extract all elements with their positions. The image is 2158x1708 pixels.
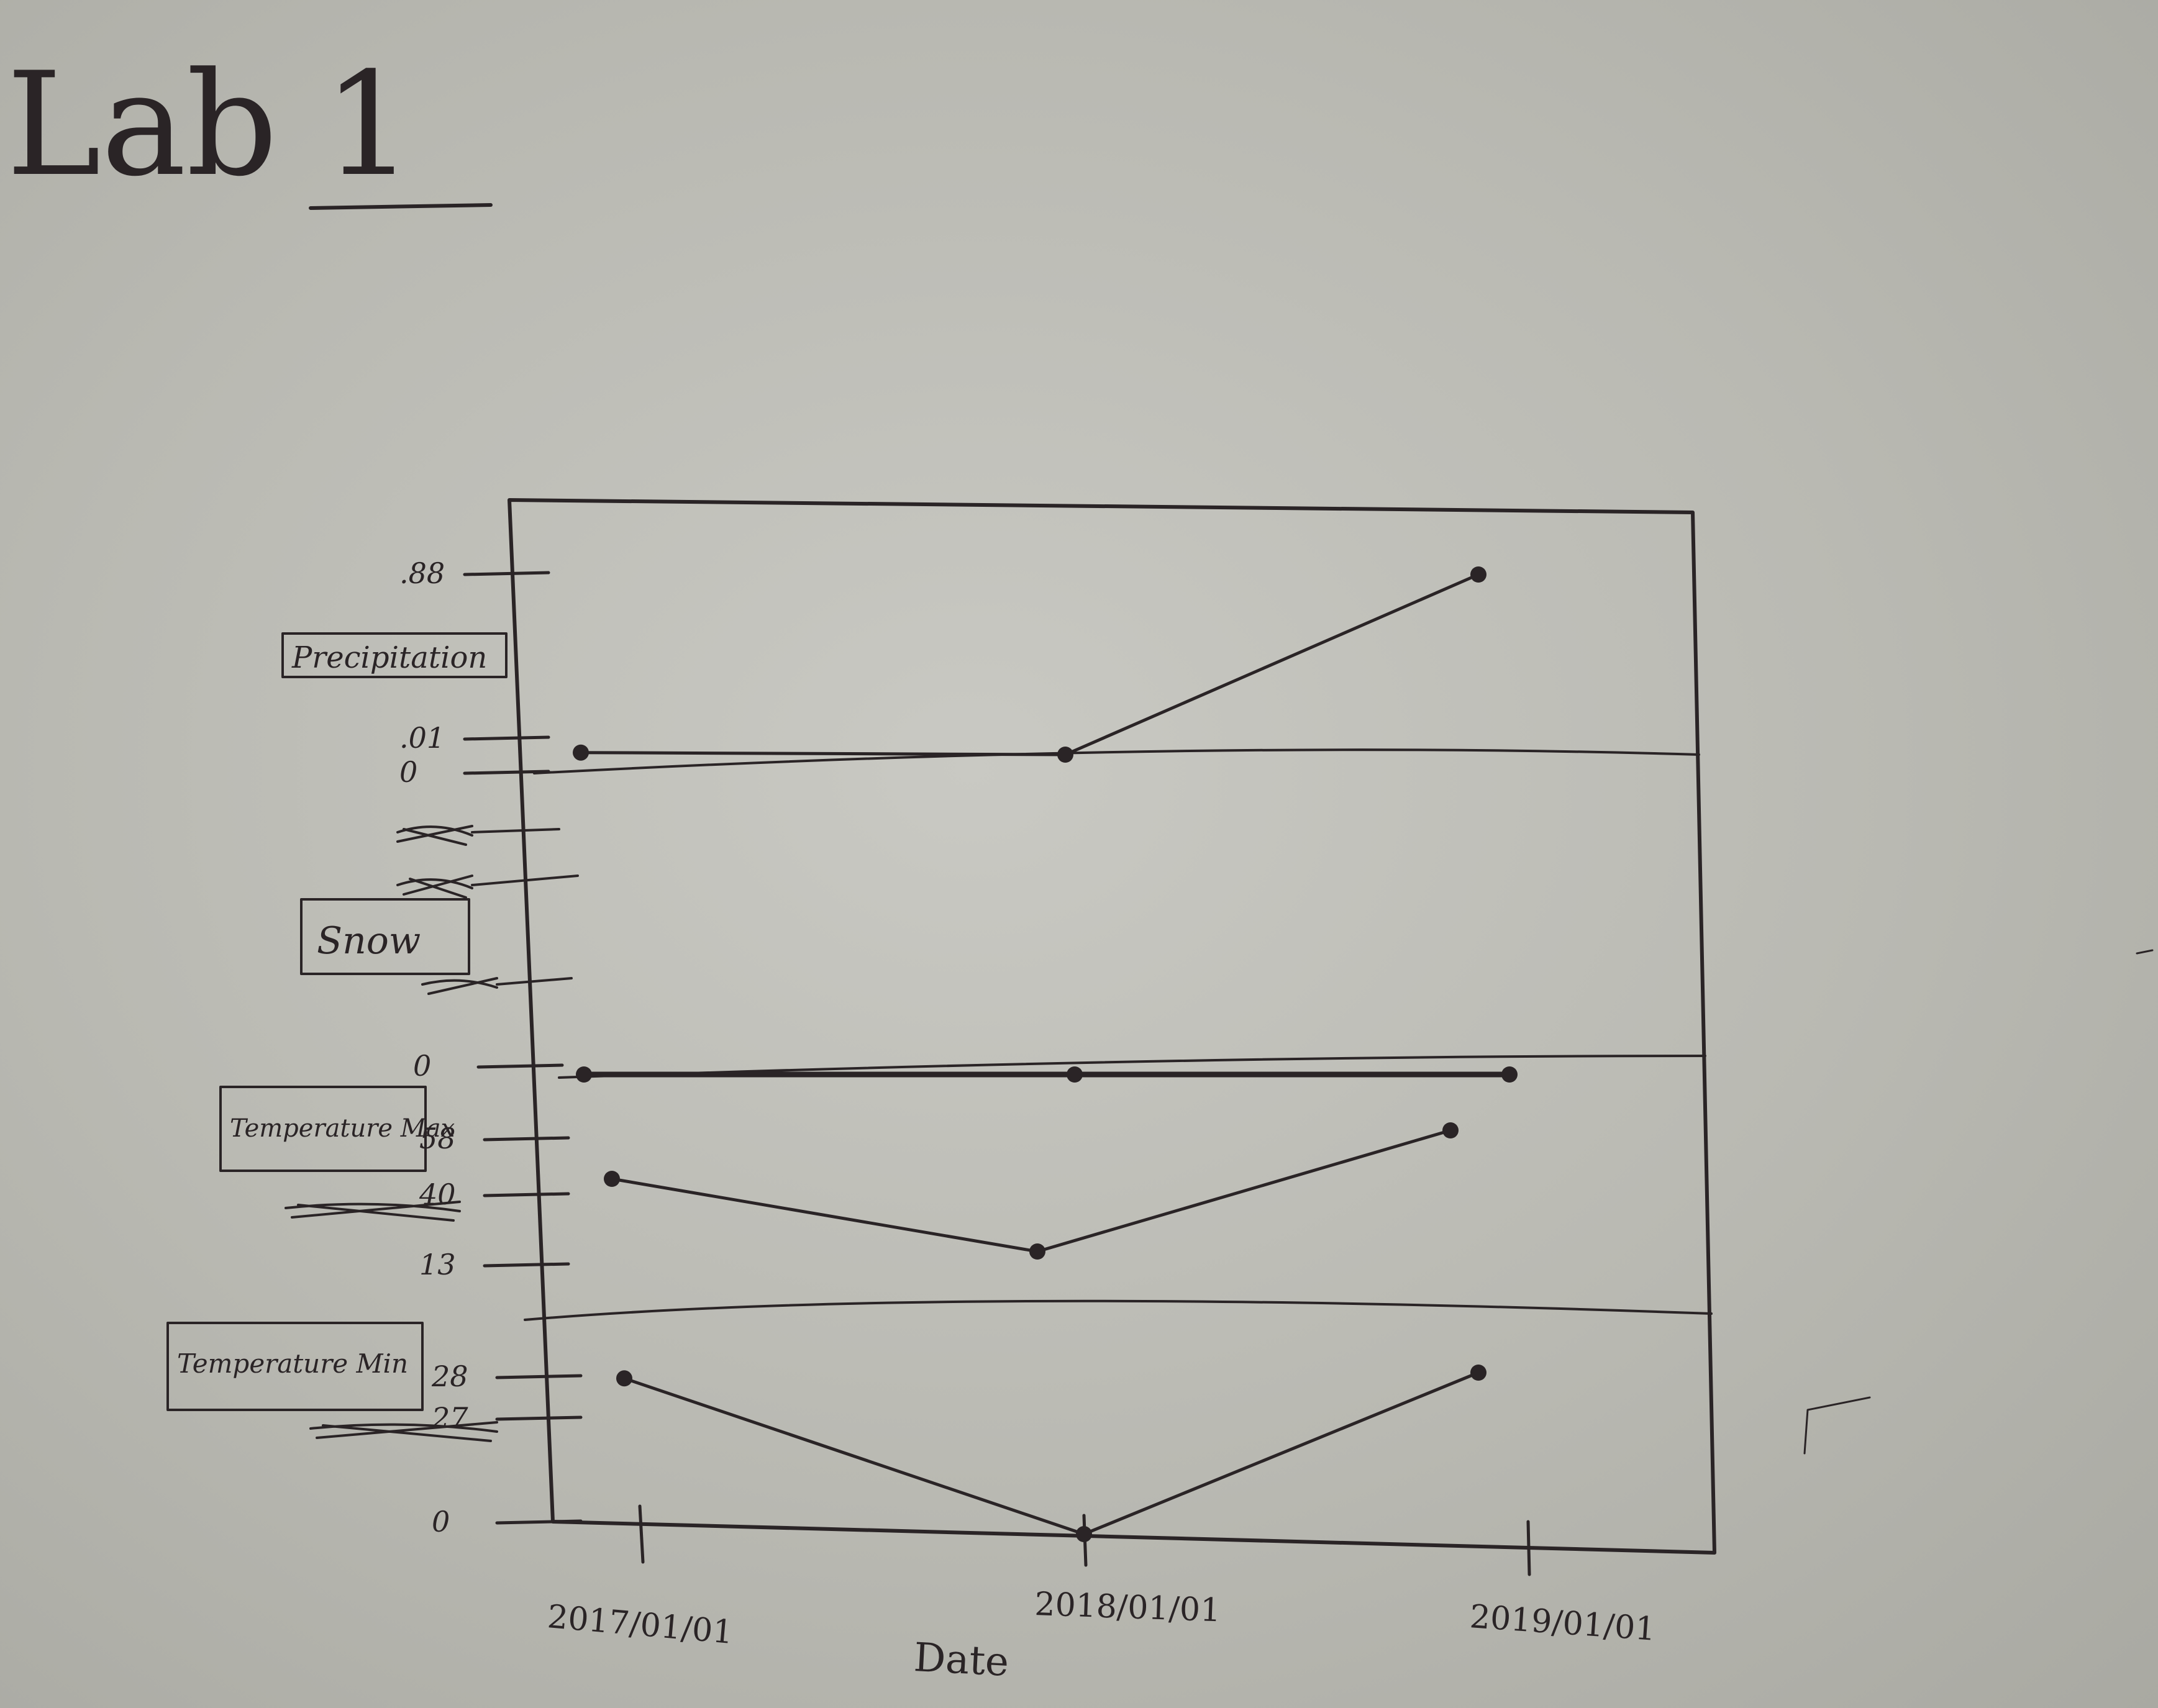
stray-pen-mark <box>1803 1396 1871 1455</box>
y-tick-label: 28 <box>431 1360 468 1393</box>
panel-label-text: Temperature Max <box>230 1114 455 1143</box>
x-axis-label: Date <box>913 1635 1010 1686</box>
y-tick-label: 0 <box>432 1505 450 1538</box>
data-point <box>1067 1066 1083 1083</box>
chart-frame <box>508 498 1716 1555</box>
stray-pen-mark <box>2136 949 2154 955</box>
series-line <box>622 1371 1480 1536</box>
data-point <box>1470 566 1486 583</box>
y-tick-label: 58 <box>419 1122 456 1155</box>
x-tick-label-2018: 2018/01/01 <box>1034 1586 1222 1629</box>
y-tick-label: 27 <box>431 1401 468 1435</box>
panel-label-text: Precipitation <box>291 640 487 675</box>
data-point <box>573 744 589 761</box>
y-tick-label: 0 <box>413 1049 431 1083</box>
y-tick-label: .88 <box>399 556 445 590</box>
panel-label-text: Snow <box>317 919 421 963</box>
panel-label-precipitation: Precipitation <box>281 632 508 678</box>
separator-line-snow <box>558 1055 1706 1079</box>
x-tick-label-2017: 2017/01/01 <box>546 1598 735 1651</box>
y-tick-mark <box>495 1519 583 1525</box>
y-tick-mark <box>463 571 550 576</box>
data-point <box>576 1066 592 1083</box>
panel-label-temperature-max: Temperature Max <box>219 1086 455 1172</box>
data-point <box>1057 747 1073 763</box>
y-tick-mark <box>483 1262 570 1268</box>
page-title: Lab 1 <box>6 42 414 208</box>
x-tick-label-2019: 2019/01/01 <box>1468 1598 1657 1648</box>
series-line <box>610 1129 1452 1253</box>
data-point <box>604 1171 620 1187</box>
y-tick-mark <box>483 1192 570 1197</box>
y-tick-label: .01 <box>399 721 445 755</box>
data-point <box>1470 1365 1486 1381</box>
y-tick-mark <box>495 1415 583 1421</box>
data-point <box>1501 1066 1518 1083</box>
y-tick-label: 40 <box>419 1178 456 1211</box>
crossed-out-ticks <box>285 825 579 1442</box>
separator-line-temp <box>524 1299 1713 1321</box>
y-tick-mark <box>495 1374 583 1379</box>
panel-label-snow: Snow <box>300 898 470 975</box>
data-point <box>1076 1526 1092 1542</box>
y-tick-mark <box>476 1063 564 1069</box>
y-tick-label: 13 <box>419 1248 456 1281</box>
panel-label-temperature-min: Temperature Min <box>166 1322 424 1411</box>
series-line <box>579 573 1480 756</box>
separator-line-precip <box>533 748 1700 775</box>
y-tick-mark <box>463 770 550 775</box>
data-point <box>1029 1243 1045 1260</box>
title-underline <box>309 203 493 210</box>
y-tick-mark <box>463 735 550 741</box>
y-tick-mark <box>483 1136 570 1142</box>
data-point <box>1442 1122 1459 1138</box>
data-point <box>616 1370 632 1387</box>
y-tick-label: 0 <box>399 755 417 789</box>
panel-label-text: Temperature Min <box>177 1348 408 1379</box>
